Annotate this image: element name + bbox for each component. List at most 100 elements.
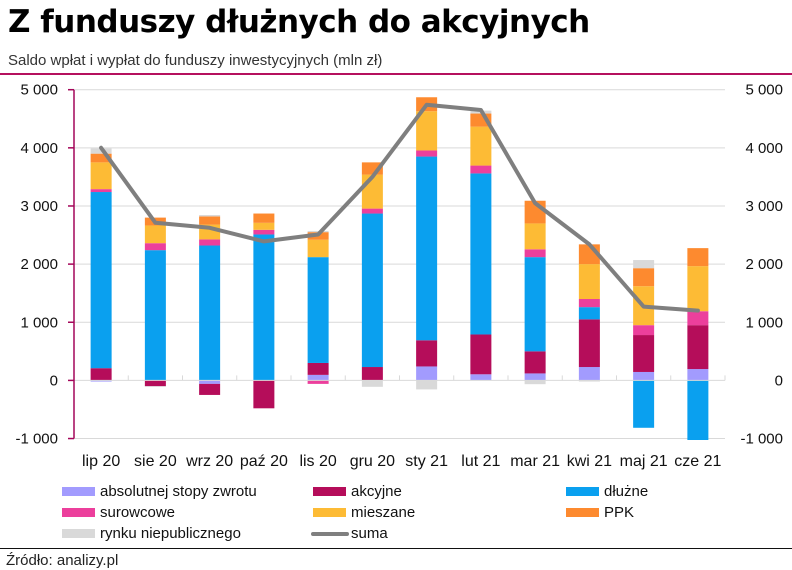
legend-item-rynku: rynku niepublicznego	[62, 525, 241, 542]
bar-segment	[253, 222, 275, 230]
bar-segment	[524, 257, 546, 352]
y-tick-label-right: -1 000	[740, 431, 783, 448]
legend-swatch-suma	[311, 531, 349, 536]
sum-line	[99, 102, 700, 313]
legend-label-akcyjne: akcyjne	[351, 483, 402, 500]
y-tick-label-left: 2 000	[20, 256, 58, 273]
bar-segment	[90, 380, 112, 382]
legend: absolutnej stopy zwrotu akcyjne dłużne s…	[0, 480, 792, 550]
bar-segment	[307, 257, 329, 363]
x-tick-label: cze 21	[674, 453, 721, 470]
y-tick-label-right: 1 000	[745, 314, 783, 331]
legend-swatch-dluzne	[566, 487, 599, 496]
legend-label-absolutnej: absolutnej stopy zwrotu	[100, 483, 257, 500]
bar-segment	[633, 325, 655, 336]
bar-segment	[687, 325, 709, 370]
bar-segment	[416, 340, 438, 367]
bar-segment	[199, 239, 221, 246]
bar-segment	[199, 380, 221, 384]
legend-item-dluzne: dłużne	[566, 483, 648, 500]
legend-item-mieszane: mieszane	[313, 504, 415, 521]
legend-swatch-ppk	[566, 508, 599, 517]
y-tick-label-right: 5 000	[745, 82, 783, 99]
bar-segment	[524, 373, 546, 381]
x-tick-label: wrz 20	[185, 453, 233, 470]
bar-segment	[253, 380, 275, 409]
bar-segment	[524, 380, 546, 385]
chart-plot: 5 000 5 000 4 000 4 000 3 000 3 000 2 000 2 000…	[15, 82, 783, 470]
legend-label-mieszane: mieszane	[351, 504, 416, 521]
y-tick-label-left: 4 000	[20, 140, 58, 157]
bar-segment	[144, 250, 166, 381]
legend-item-suma: suma	[311, 525, 388, 542]
legend-label-dluzne: dłużne	[604, 483, 649, 500]
y-tick-label-left: -1 000	[15, 431, 58, 448]
bar-segment	[633, 260, 655, 269]
x-tick-label: maj 21	[620, 453, 668, 470]
bar-segment	[90, 189, 112, 193]
bar-segment	[253, 234, 275, 381]
bar-segment	[524, 249, 546, 258]
x-tick-label: lis 20	[299, 453, 336, 470]
bar-segment	[578, 264, 600, 300]
legend-label-suma: suma	[351, 525, 388, 542]
y-tick-label-right: 0	[775, 372, 783, 389]
bar-segment	[361, 380, 383, 387]
source-note: Źródło: analizy.pl	[6, 552, 119, 569]
bar-segment	[199, 383, 221, 395]
legend-label-rynku: rynku niepublicznego	[100, 525, 241, 542]
legend-label-surowcowe: surowcowe	[100, 504, 176, 521]
legend-item-akcyjne: akcyjne	[313, 483, 402, 500]
x-tick-label: lut 21	[461, 453, 500, 470]
x-tick-label: mar 21	[510, 453, 560, 470]
bar-segment	[199, 214, 221, 217]
y-tick-label-left: 0	[50, 372, 58, 389]
bar-segment	[687, 248, 709, 267]
bar-segment	[687, 311, 709, 326]
legend-item-surowcowe: surowcowe	[62, 504, 175, 521]
bar-segment	[687, 369, 709, 381]
bar-segment	[90, 153, 112, 163]
y-tick-label-left: 3 000	[20, 198, 58, 215]
bar-segment	[633, 268, 655, 287]
legend-item-absolutnej: absolutnej stopy zwrotu	[62, 483, 257, 500]
bar-segment	[307, 380, 329, 384]
bar-segment	[687, 266, 709, 312]
legend-label-ppk: PPK	[604, 504, 635, 521]
x-tick-label: lip 20	[82, 453, 120, 470]
bar-segment	[307, 374, 329, 381]
bar-segment	[524, 223, 546, 250]
legend-swatch-absolutnej	[62, 487, 95, 496]
bar-segment	[633, 371, 655, 381]
bar-segment	[524, 351, 546, 374]
legend-swatch-akcyjne	[313, 487, 346, 496]
bar-segment	[470, 334, 492, 375]
bar-segment	[633, 380, 655, 428]
bar-segment	[253, 229, 275, 235]
bar-segment	[470, 126, 492, 166]
bar-segment	[470, 165, 492, 174]
x-tick-label: sty 21	[405, 453, 448, 470]
title-divider	[0, 73, 792, 75]
bar-segment	[578, 319, 600, 368]
x-tick-label: kwi 21	[567, 453, 612, 470]
bar-segment	[361, 367, 383, 381]
bar-segment	[416, 111, 438, 151]
bar-segment	[633, 335, 655, 372]
bar-segment	[199, 216, 221, 225]
legend-item-ppk: PPK	[566, 504, 634, 521]
bar-segment	[416, 150, 438, 157]
bar-segment	[470, 374, 492, 381]
bar-segment	[578, 380, 600, 382]
bar-segment	[416, 380, 438, 390]
bar-segment	[144, 386, 166, 387]
bar-segment	[199, 245, 221, 381]
chart-title: Z funduszy dłużnych do akcyjnych	[8, 4, 590, 40]
bar-segment	[307, 239, 329, 258]
bar-segment	[578, 367, 600, 381]
chart-subtitle: Saldo wpłat i wypłat do funduszy inwesty…	[8, 52, 383, 69]
bar-segment	[687, 380, 709, 440]
x-tick-label: paź 20	[240, 453, 288, 470]
y-tick-label-left: 1 000	[20, 314, 58, 331]
bar-segment	[578, 299, 600, 308]
